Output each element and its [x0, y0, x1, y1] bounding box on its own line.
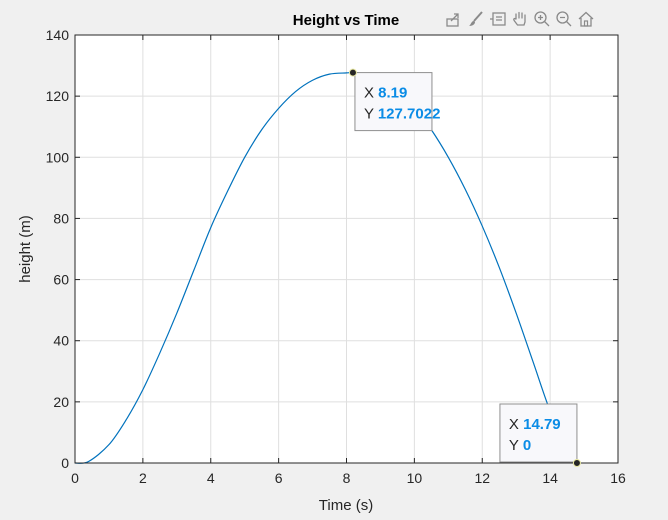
- datatip-line: Y 127.7022: [364, 106, 440, 123]
- export-button[interactable]: [444, 8, 464, 30]
- datatip-line: Y 0: [509, 437, 531, 454]
- datatip-box: [354, 72, 433, 132]
- x-tick-label: 0: [71, 470, 79, 486]
- zoom-out-icon: [556, 11, 572, 27]
- datatip[interactable]: X 8.19 Y 127.7022: [348, 68, 440, 132]
- datatip-box: [499, 403, 578, 463]
- data-tips-icon: [490, 12, 506, 26]
- x-tick-label: 2: [139, 470, 147, 486]
- zoom-in-icon: [534, 11, 550, 27]
- x-tick-label: 16: [610, 470, 626, 486]
- y-tick-label: 40: [53, 333, 69, 349]
- x-tick-label: 12: [474, 470, 490, 486]
- x-axis-label: Time (s): [319, 497, 373, 514]
- export-icon: [446, 13, 459, 27]
- datatip-marker[interactable]: [348, 68, 357, 77]
- brush-icon: [469, 11, 483, 26]
- y-tick-label: 0: [61, 455, 69, 471]
- y-axis-label: height (m): [17, 215, 34, 283]
- data-tips-button[interactable]: [488, 8, 508, 30]
- y-tick-label: 100: [46, 149, 70, 165]
- home-button[interactable]: [576, 8, 596, 30]
- datatip-line: X 8.19: [364, 85, 407, 102]
- home-icon: [578, 11, 594, 27]
- datatips[interactable]: X 8.19 Y 127.7022 X 14.79 Y 0: [348, 68, 581, 467]
- y-tick-label: 80: [53, 210, 69, 226]
- pan-hand-icon: [513, 11, 526, 26]
- x-tick-label: 8: [343, 470, 351, 486]
- chart-title: Height vs Time: [293, 12, 399, 29]
- ticks: 0 2 4 6 8 10 12 14 16 0 20 40 60 80 100 120 140: [46, 27, 626, 486]
- datatip-line: X 14.79: [509, 416, 561, 433]
- zoom-in-button[interactable]: [532, 8, 552, 30]
- y-tick-label: 60: [53, 272, 69, 288]
- series-line: [74, 71, 578, 464]
- axes-toolbar: [444, 6, 596, 32]
- brush-button[interactable]: [466, 8, 486, 30]
- zoom-out-button[interactable]: [554, 8, 574, 30]
- x-tick-label: 6: [275, 470, 283, 486]
- x-tick-label: 4: [207, 470, 215, 486]
- y-tick-label: 20: [53, 394, 69, 410]
- x-tick-label: 10: [407, 470, 423, 486]
- datatip-marker[interactable]: [572, 459, 581, 467]
- y-tick-label: 140: [46, 27, 70, 43]
- x-tick-label: 14: [542, 470, 558, 486]
- pan-button[interactable]: [510, 8, 530, 30]
- datatip[interactable]: X 14.79 Y 0: [499, 403, 581, 467]
- y-tick-label: 120: [46, 88, 70, 104]
